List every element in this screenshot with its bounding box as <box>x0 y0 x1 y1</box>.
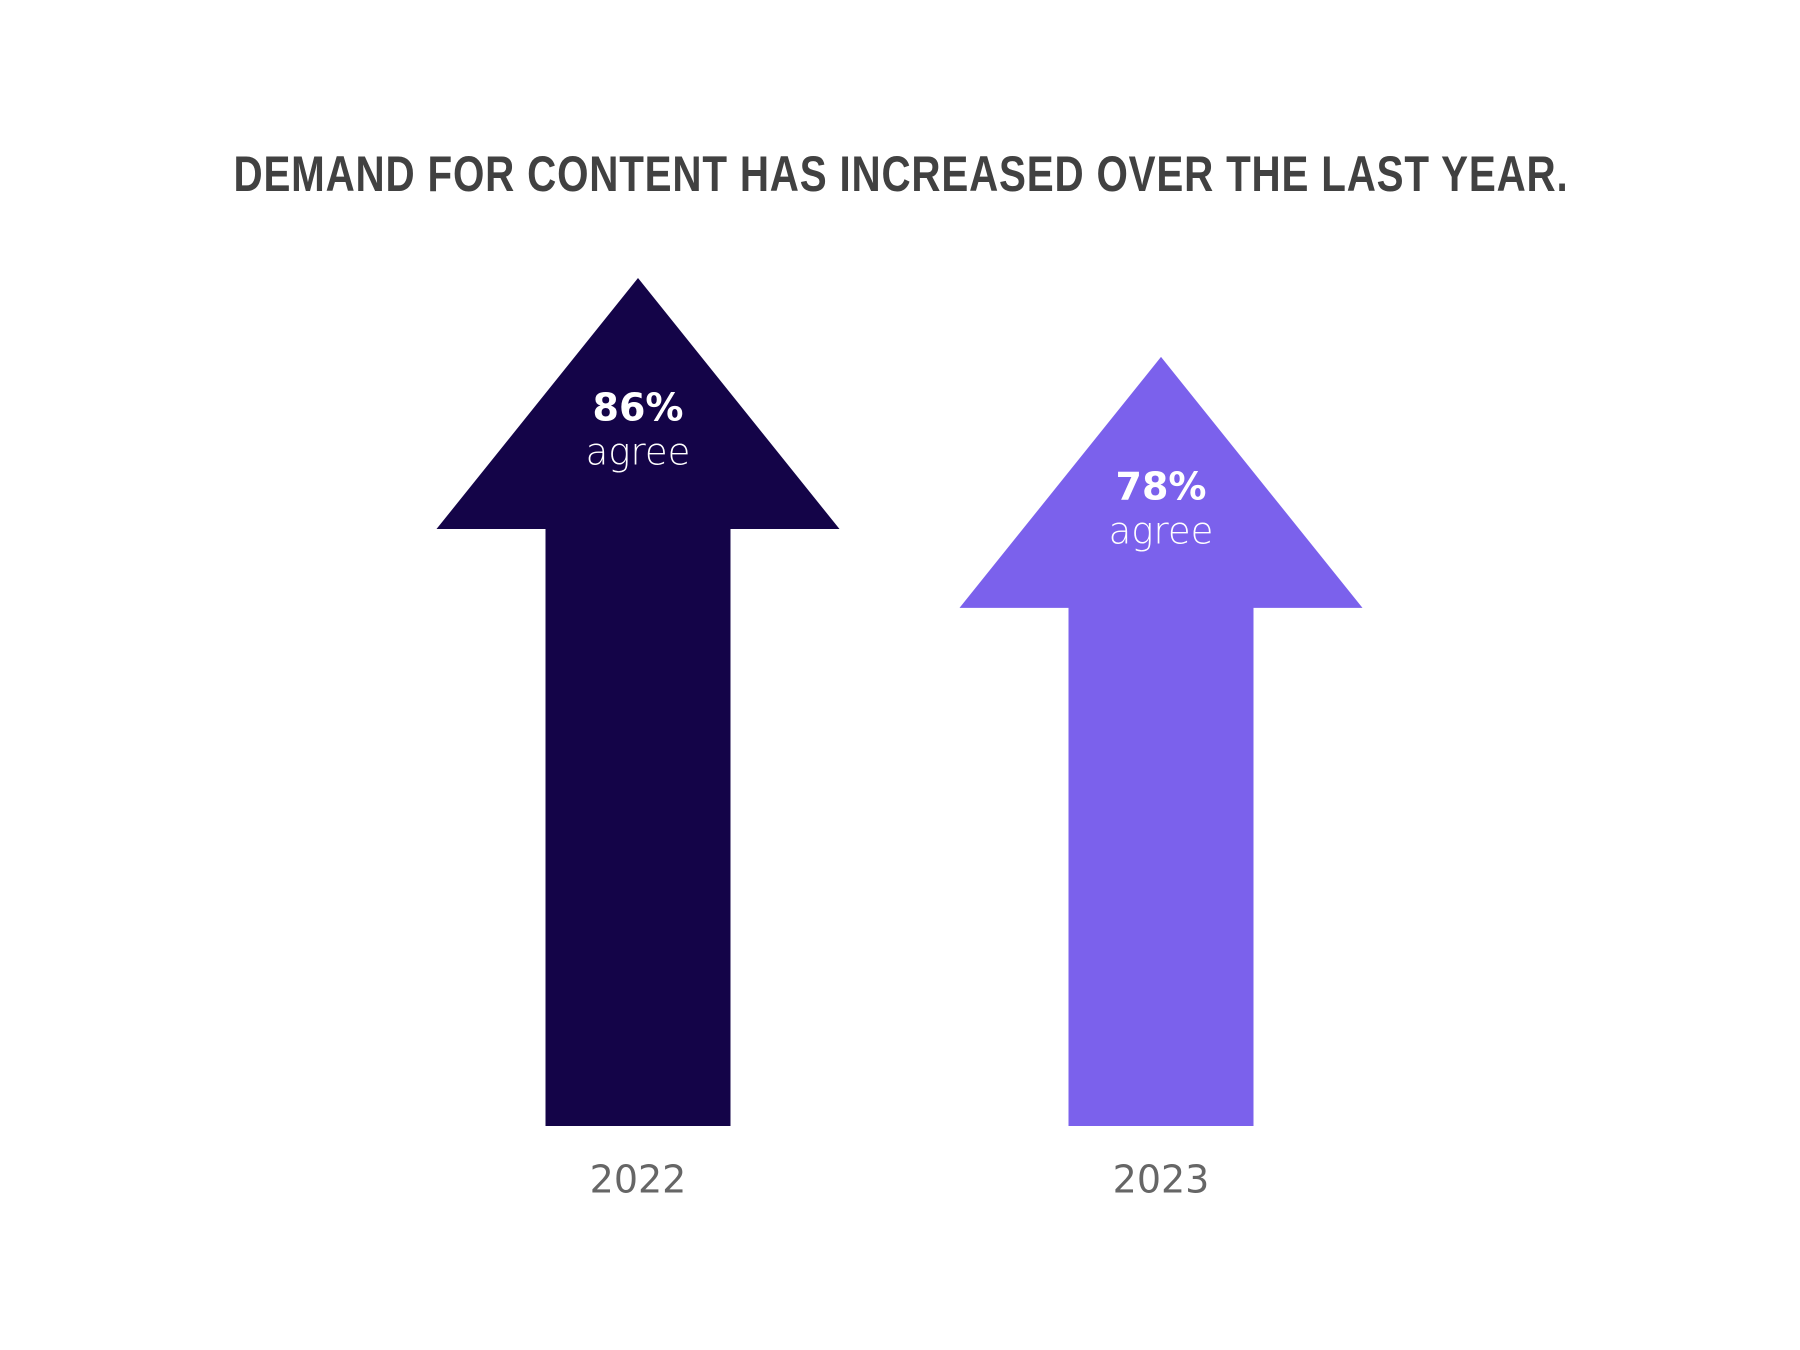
chart-title: DEMAND FOR CONTENT HAS INCREASED OVER TH… <box>234 146 1569 202</box>
x-tick-label: 2022 <box>590 1158 687 1202</box>
value-label: 78% <box>1116 464 1207 508</box>
value-unit-label: agree <box>586 431 691 474</box>
value-label: 86% <box>593 386 684 430</box>
x-tick-label: 2023 <box>1113 1158 1210 1202</box>
arrow-bar <box>436 278 840 1126</box>
arrow-bar <box>959 356 1363 1126</box>
value-unit-label: agree <box>1109 509 1214 552</box>
